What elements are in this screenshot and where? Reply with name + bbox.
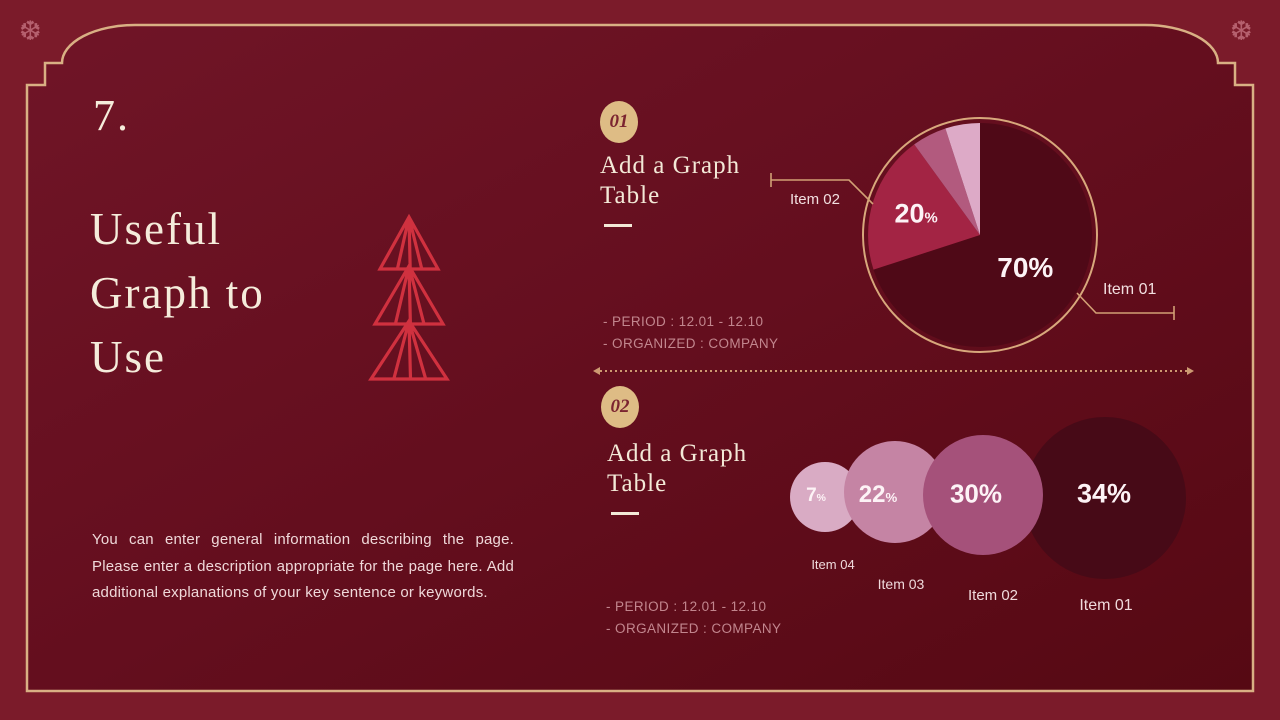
dotted-separator bbox=[600, 370, 1188, 372]
slide-description: You can enter general information descri… bbox=[92, 531, 514, 601]
section-02-meta: - PERIOD : 12.01 - 12.10 - ORGANIZED : C… bbox=[606, 599, 781, 643]
section-02-badge: 02 bbox=[601, 386, 639, 428]
snowflake-icon: ❆ bbox=[1230, 16, 1253, 47]
section-01-heading-dash bbox=[604, 224, 632, 227]
section-01-badge: 01 bbox=[600, 101, 638, 143]
separator-arrow-left-icon bbox=[593, 366, 600, 375]
section-01-heading: Add a Graph Table bbox=[600, 152, 741, 209]
pie-chart-svg bbox=[862, 117, 1098, 353]
percent-label: 70% bbox=[997, 251, 1054, 283]
pie-slice bbox=[945, 123, 980, 235]
organized-label: - ORGANIZED : COMPANY bbox=[606, 621, 782, 636]
section-02-heading: Add a Graph Table bbox=[607, 440, 748, 497]
pie-chart: 70% 20% bbox=[860, 115, 1100, 355]
period-label: - PERIOD : 12.01 - 12.10 bbox=[606, 599, 767, 614]
organized-label: - ORGANIZED : COMPANY bbox=[603, 336, 779, 351]
pie-callout-item01: Item 01 bbox=[1103, 281, 1157, 298]
period-label: - PERIOD : 12.01 - 12.10 bbox=[603, 314, 764, 329]
pie-ring bbox=[862, 117, 1098, 353]
section-01-meta: - PERIOD : 12.01 - 12.10 - ORGANIZED : C… bbox=[603, 314, 778, 358]
pie-slice bbox=[868, 144, 980, 270]
section-02-heading-dash bbox=[611, 512, 639, 515]
slide-title: Useful Graph to Use bbox=[90, 204, 265, 382]
snowflake-icon: ❆ bbox=[19, 16, 42, 47]
pie-callout-item02: Item 02 bbox=[789, 191, 840, 208]
percent-label: 20% bbox=[894, 198, 938, 229]
pie-slice bbox=[873, 123, 1093, 347]
separator-arrow-right-icon bbox=[1187, 366, 1194, 375]
pie-slice bbox=[914, 128, 980, 235]
page-number: 7. bbox=[93, 91, 130, 140]
tree-icon bbox=[368, 213, 450, 381]
